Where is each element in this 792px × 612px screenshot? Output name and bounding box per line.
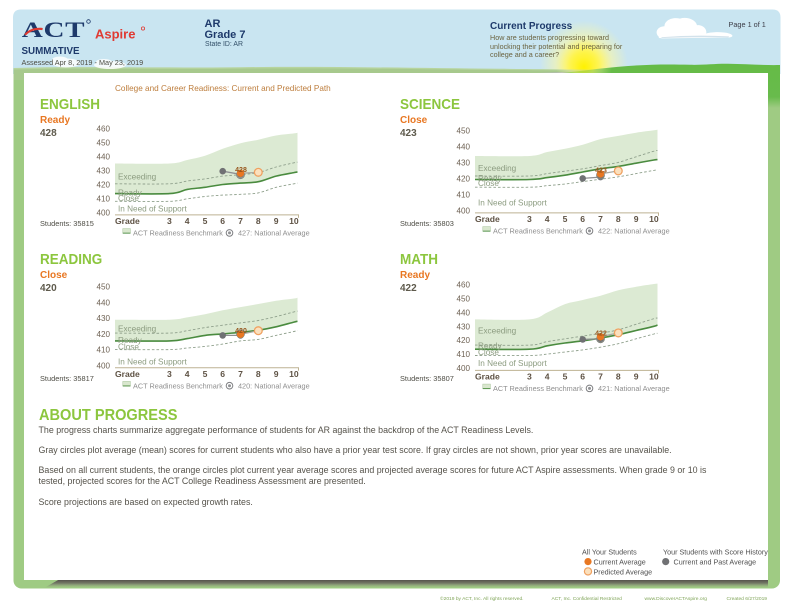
svg-text:All Your Students: All Your Students xyxy=(582,548,637,557)
svg-text:Current Average: Current Average xyxy=(594,558,646,567)
svg-text:Your Students with Score Histo: Your Students with Score History xyxy=(663,548,768,557)
svg-text:Predicted Average: Predicted Average xyxy=(594,567,653,576)
svg-text:Aspire: Aspire xyxy=(95,27,135,42)
svg-text:Current and Past Average: Current and Past Average xyxy=(674,558,757,567)
